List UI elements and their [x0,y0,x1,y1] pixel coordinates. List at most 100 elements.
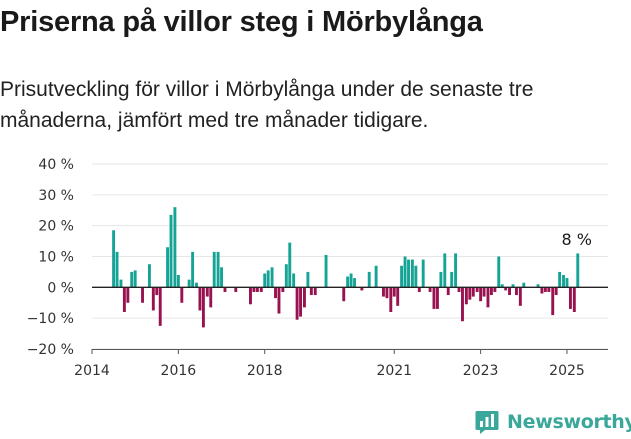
bar-negative [471,287,475,297]
bar-negative [180,287,184,303]
bar-positive [454,253,458,288]
bar-positive [191,251,195,288]
bar-negative [446,287,450,296]
annotations: 8 % [562,230,592,249]
y-tick-label: −20 % [27,342,74,358]
y-tick-label: 10 % [38,250,74,266]
bar-negative [259,287,263,292]
bar-negative [295,287,299,320]
page-subtitle: Prisutveckling för villor i Mörbylånga u… [0,74,631,136]
bar-positive [216,251,220,288]
bar-negative [198,287,202,311]
bar-positive [511,284,515,288]
bar-negative [209,287,213,308]
bar-negative [303,287,306,308]
bar-positive [576,253,580,288]
bar-positive [288,242,292,288]
bar-negative [493,287,497,292]
bar-positive [346,276,350,288]
bar-positive [220,267,223,288]
bar-positive [306,271,310,288]
bar-negative [508,287,511,296]
bar-negative [479,287,483,302]
y-tick-label: 0 % [47,280,74,296]
bar-positive [522,282,526,288]
bar-negative [504,287,508,291]
bar-positive [169,214,173,288]
bar-positive [187,279,191,288]
bar-positive [374,265,378,288]
brand-name: Newsworthy [507,411,631,433]
bar-positive [500,284,504,288]
bar-negative [468,287,472,300]
bar-positive [147,264,151,288]
bar-negative [515,287,518,296]
bar-negative [223,287,227,292]
bar-positive [497,256,501,288]
bar-positive [166,247,170,288]
x-axis-ticks: 2014 2016 2018 2021 2023 2025 [74,349,585,379]
bar-negative [518,287,522,306]
bar-positive [195,282,198,288]
bar-negative [342,287,346,302]
x-tick-label: 2021 [376,363,412,379]
bar-positive [536,284,540,288]
bar-negative [309,287,313,296]
y-tick-label: 40 % [38,157,74,173]
bar-positive [133,270,137,288]
bar-negative [313,287,317,296]
bar-negative [155,287,159,296]
bar-negative [249,287,252,305]
bar-negative [360,287,364,291]
bar-positive [173,207,177,288]
last-value-label: 8 % [562,230,592,249]
bar-negative [385,287,389,299]
bar-positive [119,279,123,288]
grid-lines [92,163,608,350]
bar-negative [486,287,490,308]
bar-negative [432,287,436,309]
bar-negative [572,287,576,312]
bar-positive [176,275,180,288]
bar-positive [367,271,371,288]
bar-negative [122,287,126,312]
bar-negative [428,287,432,292]
bar-negative [151,287,155,311]
bar-positive [292,273,296,288]
bar-negative [126,287,130,303]
bar-positive [421,259,425,288]
bar-positive [414,265,418,288]
bar-negative [141,287,144,303]
bar-negative [252,287,256,292]
bar-negative [475,287,479,292]
bar-negative [234,287,238,292]
newsworthy-chart-icon [475,411,499,434]
bar-negative [435,287,439,309]
bar-positive [112,230,116,288]
bar-negative [392,287,396,297]
page-title: Priserna på villor steg i Mörbylånga [0,6,483,38]
x-tick-label: 2023 [463,363,499,379]
bar-positive [565,278,569,288]
bar-positive [263,273,267,288]
bar-negative [158,287,162,326]
bar-negative [205,287,209,297]
bar-negative [482,287,486,297]
bar-positive [212,251,216,288]
y-axis-ticks: −20 % −10 % 0 % 10 % 20 % 30 % 40 % [27,157,74,358]
bar-negative [568,287,572,309]
bar-positive [443,253,447,288]
bar-negative [547,287,551,292]
bar-negative [201,287,205,328]
bar-negative [457,287,461,292]
bar-positive [349,273,353,288]
bar-positive [450,271,454,288]
bar-negative [464,287,468,305]
bar-positive [115,251,119,288]
bar-negative [417,287,421,292]
y-tick-label: 30 % [38,188,74,204]
bar-negative [396,287,400,306]
bar-positive [353,278,356,288]
y-tick-label: 20 % [38,219,74,235]
